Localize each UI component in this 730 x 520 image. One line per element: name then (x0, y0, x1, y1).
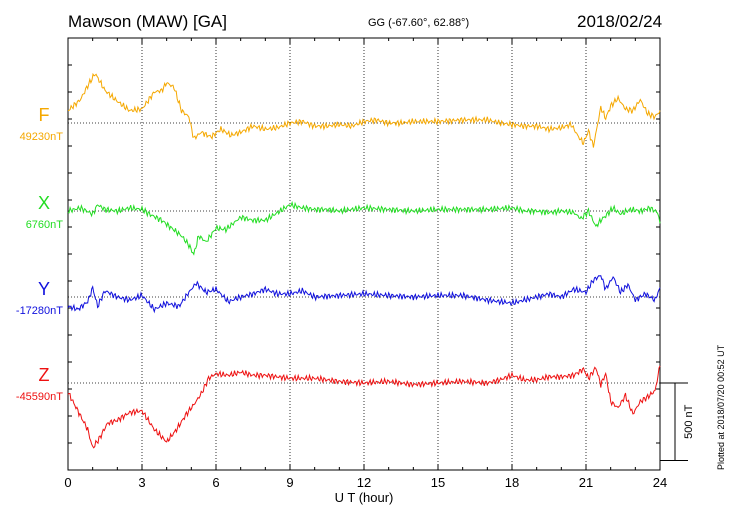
x-axis-label: U T (hour) (335, 490, 394, 505)
series-name-z: Z (39, 365, 50, 385)
station-title: Mawson (MAW) [GA] (68, 12, 227, 31)
baseline-label-f: 49230nT (20, 131, 64, 143)
baseline-label-x: 6760nT (26, 219, 64, 231)
x-tick-label: 6 (212, 475, 219, 490)
series-name-f: F (39, 105, 50, 125)
series-line-x (67, 200, 661, 256)
series-line-z (67, 365, 661, 449)
chart-date: 2018/02/24 (577, 12, 663, 31)
series-name-y: Y (38, 279, 50, 299)
x-tick-label: 18 (505, 475, 519, 490)
baseline-label-z: -45590nT (16, 391, 63, 403)
x-tick-label: 15 (431, 475, 445, 490)
series-line-f (67, 72, 661, 148)
x-tick-label: 0 (64, 475, 71, 490)
series-name-x: X (38, 193, 50, 213)
x-tick-label: 9 (286, 475, 293, 490)
x-tick-label: 3 (138, 475, 145, 490)
x-tick-label: 24 (653, 475, 667, 490)
x-tick-label: 12 (357, 475, 371, 490)
series-line-y (67, 275, 661, 314)
plotted-timestamp: Plotted at 2018/07/20 00:52 UT (716, 344, 726, 470)
scale-bar-label: 500 nT (683, 404, 695, 439)
x-tick-label: 21 (579, 475, 593, 490)
geographic-coordinates: GG (-67.60°, 62.88°) (368, 17, 470, 29)
baseline-label-y: -17280nT (16, 305, 63, 317)
